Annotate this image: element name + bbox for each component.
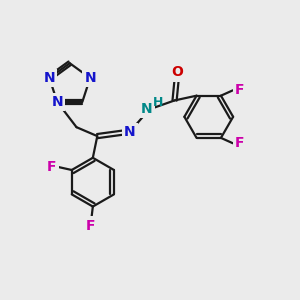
Text: H: H <box>153 96 164 109</box>
Text: N: N <box>44 71 55 85</box>
Text: O: O <box>171 65 183 80</box>
Text: F: F <box>47 160 57 174</box>
Text: F: F <box>86 219 95 232</box>
Text: N: N <box>141 102 153 116</box>
Text: N: N <box>124 124 136 139</box>
Text: N: N <box>84 71 96 85</box>
Text: F: F <box>235 83 244 97</box>
Text: N: N <box>51 95 63 109</box>
Text: F: F <box>235 136 244 150</box>
